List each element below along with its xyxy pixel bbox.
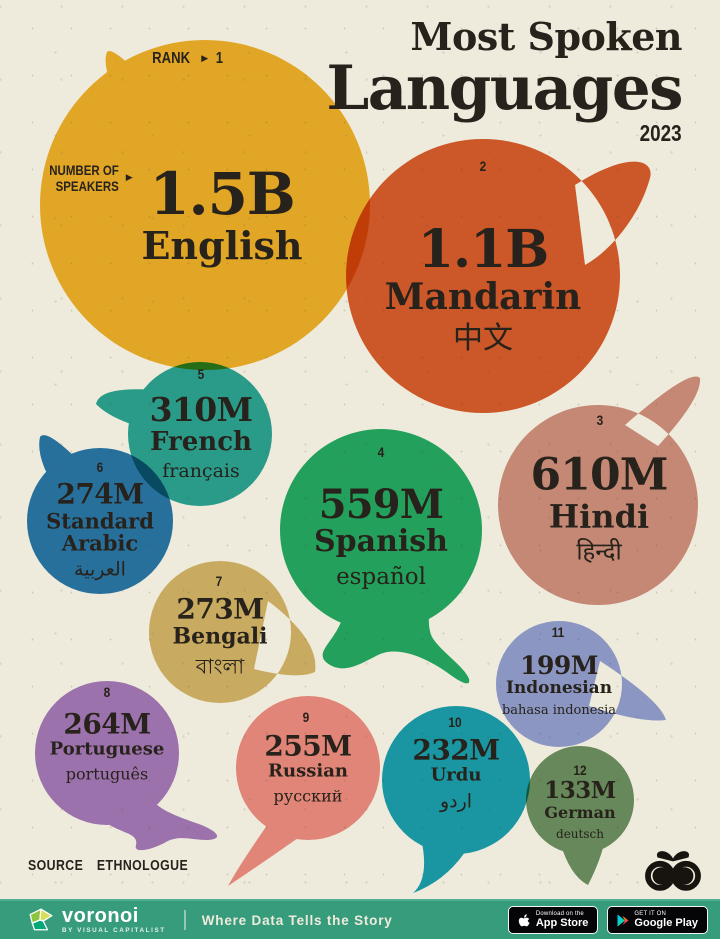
footer-divider — [183, 910, 186, 930]
google-play-badge[interactable]: GET IT ON Google Play — [607, 906, 708, 934]
bubble-value-mandarin: 1.1B — [417, 218, 549, 280]
bubble-text-german: 133M German deutsch — [526, 777, 634, 842]
bubble-text-arabic: 274M Standard Arabic العربية — [33, 477, 167, 581]
bubble-text-hindi: 610M Hindi हिन्दी — [504, 451, 694, 564]
bubble-rank-urdu: 10 — [448, 714, 462, 730]
bubble-text-russian: 255M Russian русский — [233, 731, 383, 804]
bubble-native-indonesian: bahasa indonesia — [501, 703, 617, 719]
bubble-rank-mandarin: 2 — [479, 158, 487, 174]
bubble-value-indonesian: 199M — [520, 651, 598, 681]
bubble-native-portuguese: português — [65, 763, 149, 783]
footer-tagline: Where Data Tells the Story — [201, 912, 393, 928]
page-title: Most Spoken Languages 2023 — [326, 14, 683, 146]
bubble-language-indonesian: Indonesian — [505, 678, 613, 699]
bubble-language-english: English — [141, 222, 303, 268]
bubble-language-russian: Russian — [268, 760, 348, 782]
google-play-caption: GET IT ON — [634, 910, 667, 917]
bubble-language-mandarin: Mandarin — [384, 275, 582, 318]
bubble-rank-hindi: 3 — [596, 412, 604, 428]
bubble-value-portuguese: 264M — [63, 707, 151, 741]
bubble-rank-bengali: 7 — [215, 573, 223, 589]
bubble-language-arabic: Standard Arabic — [46, 508, 154, 556]
bubble-value-hindi: 610M — [530, 449, 668, 501]
title-year: 2023 — [640, 120, 682, 146]
bubble-rank-spanish: 4 — [377, 444, 385, 460]
source-value: ETHNOLOGUE — [96, 858, 189, 874]
bubble-rank-french: 5 — [197, 366, 205, 382]
voronoi-logo-icon — [29, 908, 53, 931]
rank-legend: RANK ▶ 1 — [148, 50, 224, 68]
bubble-text-french: 310M French français — [126, 392, 276, 482]
title-line-2: Languages — [326, 53, 683, 124]
bubble-language-spanish: Spanish — [314, 524, 448, 560]
bubble-rank-russian: 9 — [302, 709, 310, 725]
rank-label: RANK — [152, 50, 191, 67]
bubble-language-bengali: Bengali — [172, 623, 268, 650]
source-label: SOURCE — [28, 858, 84, 874]
app-store-caption: Download on the — [535, 910, 584, 917]
bubble-value-spanish: 559M — [318, 481, 444, 529]
bubble-text-indonesian: 199M Indonesian bahasa indonesia — [501, 652, 617, 718]
bubble-value-german: 133M — [544, 777, 616, 805]
voronoi-brand: voronoi BY VISUAL CAPITALIST — [28, 906, 166, 934]
bubble-text-spanish: 559M Spanish español — [286, 483, 476, 589]
bubble-value-arabic: 274M — [56, 477, 144, 511]
bubble-text-bengali: 273M Bengali বাংলা — [145, 592, 295, 679]
footer-bar: voronoi BY VISUAL CAPITALIST Where Data … — [0, 899, 720, 939]
bubble-text-english: 1.5B English — [97, 163, 347, 265]
bubble-text-mandarin: 1.1B Mandarin 中文 — [358, 218, 608, 356]
bubble-native-bengali: বাংলা — [195, 654, 245, 679]
google-play-label: Google Play — [634, 917, 698, 930]
bubble-language-french: French — [150, 426, 252, 457]
bubble-text-portuguese: 264M Portuguese português — [32, 709, 182, 782]
bubble-value-bengali: 273M — [176, 592, 264, 626]
bubble-native-arabic: العربية — [74, 558, 126, 581]
bubble-native-urdu: اردو — [439, 790, 473, 813]
bubble-language-portuguese: Portuguese — [49, 738, 165, 760]
visual-capitalist-mustache-logo — [645, 851, 701, 891]
apple-icon — [518, 913, 530, 926]
arrow-right-icon: ▶ — [201, 53, 209, 64]
bubble-text-urdu: 232M Urdu اردو — [381, 733, 531, 813]
app-store-label: App Store — [535, 917, 589, 930]
bubble-native-spanish: español — [336, 563, 426, 590]
bubble-rank-arabic: 6 — [96, 459, 104, 475]
bubble-value-russian: 255M — [264, 729, 352, 763]
bubble-native-german: deutsch — [556, 827, 604, 842]
speakers-label-line2: SPEAKERS — [55, 178, 119, 195]
bubble-native-hindi: हिन्दी — [576, 537, 622, 566]
speakers-legend: NUMBER OF SPEAKERS ▶ — [34, 162, 133, 195]
bubble-rank-portuguese: 8 — [103, 684, 111, 700]
bubble-language-german: German — [544, 802, 616, 822]
app-store-badge[interactable]: Download on the App Store — [507, 906, 599, 934]
speakers-label-line1: NUMBER OF — [49, 162, 119, 178]
bubble-native-russian: русский — [273, 785, 343, 805]
source-row: SOURCE ETHNOLOGUE — [28, 858, 188, 874]
brand-subtitle: BY VISUAL CAPITALIST — [62, 926, 166, 934]
rank-value: 1 — [215, 50, 224, 67]
bubble-value-english: 1.5B — [149, 159, 295, 228]
bubble-value-french: 310M — [149, 389, 253, 429]
title-line-1: Most Spoken — [410, 14, 682, 59]
bubble-language-hindi: Hindi — [548, 496, 650, 535]
bubble-native-mandarin: 中文 — [453, 320, 513, 356]
bubble-rank-german: 12 — [573, 762, 587, 778]
brand-name: voronoi — [62, 904, 139, 927]
bubble-rank-indonesian: 11 — [551, 624, 565, 640]
bubble-language-urdu: Urdu — [430, 764, 482, 786]
google-play-icon — [617, 913, 629, 927]
arrow-right-icon: ▶ — [125, 172, 133, 183]
bubble-value-urdu: 232M — [412, 733, 500, 767]
